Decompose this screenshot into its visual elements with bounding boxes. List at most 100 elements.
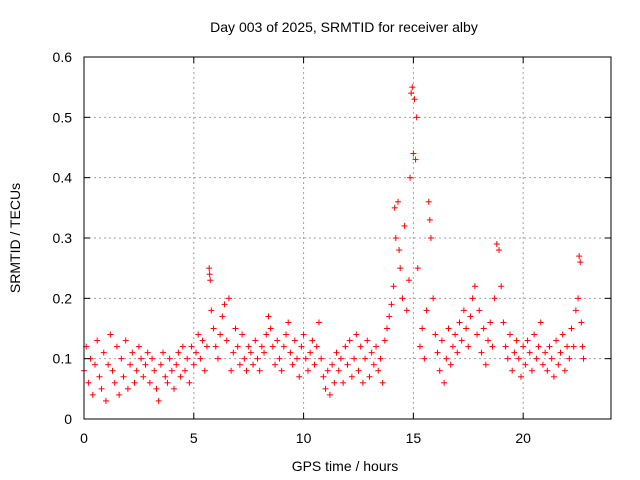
data-point bbox=[542, 349, 549, 356]
data-point bbox=[480, 325, 487, 332]
data-point bbox=[184, 355, 191, 362]
data-point bbox=[463, 325, 470, 332]
data-point bbox=[318, 355, 325, 362]
data-point bbox=[423, 307, 430, 314]
data-point bbox=[140, 373, 147, 380]
data-point bbox=[247, 349, 254, 356]
data-point bbox=[322, 385, 329, 392]
data-point bbox=[384, 325, 391, 332]
data-point bbox=[272, 361, 279, 368]
data-point bbox=[171, 385, 178, 392]
data-point bbox=[315, 319, 322, 326]
data-point bbox=[179, 343, 186, 350]
data-point bbox=[153, 385, 160, 392]
data-point bbox=[445, 325, 452, 332]
data-point bbox=[561, 367, 568, 374]
x-tick-label: 10 bbox=[296, 430, 312, 446]
data-point bbox=[265, 313, 272, 320]
data-point bbox=[197, 355, 204, 362]
data-point bbox=[122, 337, 129, 344]
data-point bbox=[254, 355, 261, 362]
data-point bbox=[359, 379, 366, 386]
data-point bbox=[403, 307, 410, 314]
data-point bbox=[401, 222, 408, 229]
y-tick-label: 0.1 bbox=[53, 351, 73, 367]
data-point bbox=[243, 367, 250, 374]
data-point bbox=[342, 343, 349, 350]
data-point bbox=[245, 343, 252, 350]
data-point bbox=[392, 235, 399, 241]
data-point bbox=[340, 379, 347, 386]
data-point bbox=[377, 355, 384, 362]
data-point bbox=[201, 367, 208, 374]
data-point bbox=[577, 259, 584, 266]
data-point bbox=[182, 367, 189, 374]
data-point bbox=[234, 343, 241, 350]
data-point bbox=[438, 337, 445, 344]
data-point bbox=[409, 84, 416, 91]
data-point bbox=[146, 379, 153, 386]
data-point bbox=[344, 361, 351, 368]
data-point bbox=[221, 301, 228, 308]
data-point bbox=[456, 319, 463, 326]
data-point bbox=[173, 361, 180, 368]
data-point bbox=[550, 373, 557, 380]
data-point bbox=[293, 355, 300, 362]
data-point bbox=[425, 198, 432, 205]
data-point bbox=[164, 379, 171, 386]
data-point bbox=[517, 373, 524, 380]
data-point bbox=[443, 355, 450, 362]
data-point bbox=[434, 349, 441, 356]
data-point bbox=[232, 325, 239, 332]
data-point bbox=[570, 343, 577, 350]
data-point bbox=[537, 319, 544, 326]
data-point bbox=[357, 343, 364, 350]
data-point bbox=[504, 355, 511, 362]
data-point bbox=[186, 379, 193, 386]
data-point bbox=[263, 331, 270, 338]
data-point bbox=[559, 331, 566, 338]
data-point bbox=[304, 367, 311, 374]
data-point bbox=[320, 373, 327, 380]
chart-title: Day 003 of 2025, SRMTID for receiver alb… bbox=[210, 19, 478, 35]
y-tick-label: 0.5 bbox=[53, 109, 73, 125]
data-point bbox=[441, 379, 448, 386]
data-point bbox=[214, 355, 221, 362]
data-point bbox=[410, 150, 417, 157]
data-point bbox=[223, 337, 230, 344]
data-point bbox=[107, 331, 114, 338]
data-point bbox=[474, 331, 481, 338]
data-point bbox=[309, 337, 316, 344]
data-point bbox=[326, 391, 333, 398]
data-point bbox=[432, 331, 439, 338]
data-point bbox=[329, 361, 336, 368]
y-tick-label: 0.6 bbox=[53, 49, 73, 65]
data-point bbox=[236, 361, 243, 368]
data-point bbox=[364, 337, 371, 344]
data-point bbox=[391, 204, 398, 211]
data-point bbox=[269, 343, 276, 350]
data-point bbox=[395, 198, 402, 205]
data-point bbox=[575, 295, 582, 302]
data-point bbox=[256, 367, 263, 374]
data-point bbox=[414, 265, 421, 272]
data-point bbox=[390, 283, 397, 290]
data-point bbox=[313, 343, 320, 350]
data-points bbox=[81, 84, 587, 404]
data-point bbox=[298, 343, 305, 350]
data-point bbox=[531, 331, 538, 338]
data-point bbox=[568, 325, 575, 332]
data-point bbox=[250, 361, 257, 368]
data-point bbox=[421, 355, 428, 362]
data-point bbox=[278, 367, 285, 374]
data-point bbox=[379, 379, 386, 386]
data-point bbox=[138, 355, 145, 362]
data-point bbox=[258, 343, 265, 350]
data-point bbox=[520, 343, 527, 350]
data-point bbox=[407, 174, 414, 181]
data-point bbox=[100, 349, 107, 356]
data-point bbox=[324, 367, 331, 374]
data-point bbox=[386, 313, 393, 320]
data-point bbox=[91, 361, 98, 368]
data-point bbox=[489, 343, 496, 350]
